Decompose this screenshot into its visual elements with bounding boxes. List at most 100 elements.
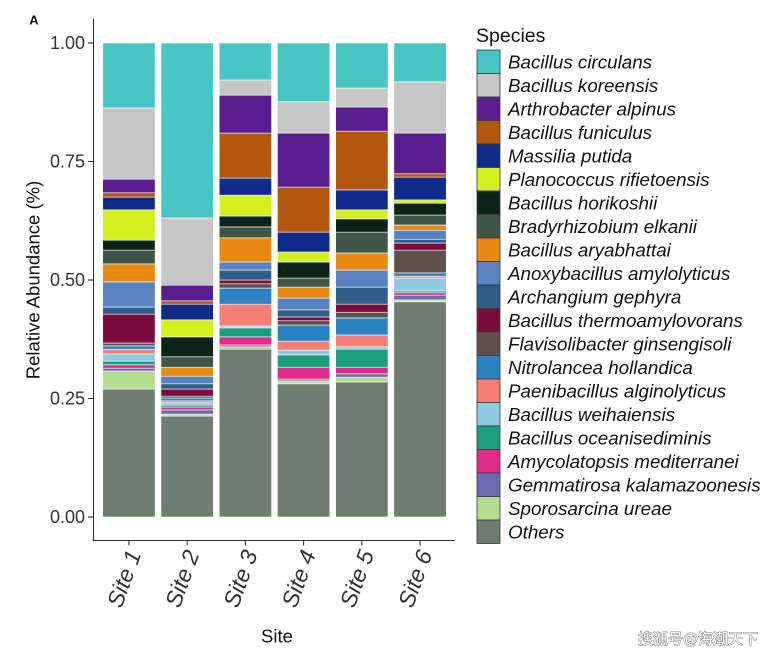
- y-tick-label: 0.25: [50, 389, 85, 409]
- segment-site-6-bacillus-thermoamylovorans: [393, 242, 447, 251]
- legend-label: Amycolatopsis mediterranei: [507, 451, 740, 472]
- segment-site-6-nitrolancea-hollandica: [393, 272, 447, 277]
- segment-site-4-amycolatopsis-mediterranei: [277, 366, 331, 380]
- bar-site-3: [218, 42, 272, 518]
- legend-item-bacillus-circulans: Bacillus circulans: [476, 49, 652, 74]
- legend-item-bacillus-weihaiensis: Bacillus weihaiensis: [476, 402, 675, 427]
- legend-label: Bacillus thermoamylovorans: [508, 310, 743, 331]
- legend-key: [476, 49, 501, 74]
- segment-site-2-amycolatopsis-mediterranei: [160, 406, 214, 411]
- segment-site-5-gemmatirosa-kalamazoonesis: [335, 373, 389, 378]
- y-tick-label: 1.00: [50, 33, 85, 53]
- bar-site-6: [393, 42, 447, 518]
- legend-item-bacillus-koreensis: Bacillus koreensis: [476, 73, 658, 98]
- segment-site-4-planococcus-rifietoensis: [277, 251, 331, 263]
- segment-site-3-sporosarcina-ureae: [218, 346, 272, 350]
- legend-label: Arthrobacter alpinus: [507, 98, 676, 119]
- legend-key: [476, 472, 501, 497]
- legend-item-flavisolibacter-ginsengisoli: Flavisolibacter ginsengisoli: [476, 331, 732, 356]
- segment-site-1-massilia-putida: [102, 196, 156, 211]
- segment-site-3-planococcus-rifietoensis: [218, 194, 272, 217]
- segment-site-3-bacillus-aryabhattai: [218, 237, 272, 263]
- segment-site-3-nitrolancea-hollandica: [218, 287, 272, 305]
- segment-site-3-archangium-gephyra: [218, 269, 272, 281]
- segment-site-6-bacillus-funiculus: [393, 173, 447, 178]
- segment-site-5-amycolatopsis-mediterranei: [335, 366, 389, 375]
- x-tick-label-site-1: Site 1: [102, 547, 147, 611]
- segment-site-1-gemmatirosa-kalamazoonesis: [102, 367, 156, 372]
- legend-title: Species: [476, 25, 546, 47]
- segment-site-2-bacillus-horikoshii: [160, 336, 214, 358]
- legend-label: Bacillus aryabhattai: [508, 239, 672, 260]
- legend-label: Gemmatirosa kalamazoonesis: [508, 474, 761, 495]
- segment-site-5-arthrobacter-alpinus: [335, 106, 389, 132]
- segment-site-2-bacillus-funiculus: [160, 300, 214, 305]
- segment-site-1-bacillus-circulans: [102, 42, 156, 109]
- segment-site-3-anoxybacillus-amylolyticus: [218, 261, 272, 271]
- segment-site-6-bacillus-aryabhattai: [393, 224, 447, 231]
- segment-site-5-bacillus-horikoshii: [335, 218, 389, 233]
- legend-key: [476, 308, 501, 333]
- segment-site-2-planococcus-rifietoensis: [160, 319, 214, 338]
- legend-key: [476, 120, 501, 145]
- legend-key: [476, 355, 501, 380]
- legend-key: [476, 261, 501, 286]
- legend-label: Sporosarcina ureae: [508, 498, 672, 519]
- legend-item-massilia-putida: Massilia putida: [476, 143, 632, 168]
- legend-key: [476, 496, 501, 521]
- segment-site-3-bacillus-koreensis: [218, 79, 272, 96]
- segment-site-4-bacillus-oceanisediminis: [277, 354, 331, 368]
- legend-key: [476, 402, 501, 427]
- segment-site-4-nitrolancea-hollandica: [277, 324, 331, 342]
- segment-site-4-bacillus-circulans: [277, 42, 331, 103]
- legend-label: Archangium gephyra: [507, 286, 681, 307]
- segment-site-3-bacillus-thermoamylovorans: [218, 279, 272, 285]
- segment-site-5-others: [335, 381, 389, 518]
- legend-item-bacillus-horikoshii: Bacillus horikoshii: [476, 190, 658, 215]
- segment-site-6-amycolatopsis-mediterranei: [393, 292, 447, 296]
- legend-label: Bacillus oceanisediminis: [508, 427, 712, 448]
- y-tick-label: 0.50: [50, 270, 85, 290]
- legend-item-arthrobacter-alpinus: Arthrobacter alpinus: [476, 96, 676, 121]
- legend-item-archangium-gephyra: Archangium gephyra: [476, 284, 681, 309]
- legend-label: Massilia putida: [508, 145, 632, 166]
- y-tick-label: 0.75: [50, 152, 85, 172]
- segment-site-1-bacillus-weihaiensis: [102, 353, 156, 362]
- segment-site-1-arthrobacter-alpinus: [102, 178, 156, 194]
- segment-site-4-massilia-putida: [277, 231, 331, 253]
- legend-key: [476, 425, 501, 450]
- segment-site-3-amycolatopsis-mediterranei: [218, 336, 272, 346]
- legend-label: Paenibacillus alginolyticus: [508, 380, 726, 401]
- bar-site-4: [277, 42, 331, 518]
- legend-label: Others: [508, 521, 564, 542]
- segment-site-2-nitrolancea-hollandica: [160, 397, 214, 402]
- legend-item-paenibacillus-alginolyticus: Paenibacillus alginolyticus: [476, 378, 726, 403]
- legend-label: Bacillus circulans: [508, 51, 652, 72]
- segment-site-2-bacillus-thermoamylovorans: [160, 388, 214, 397]
- segment-site-1-bacillus-thermoamylovorans: [102, 313, 156, 344]
- legend-key: [476, 237, 501, 262]
- segment-site-1-sporosarcina-ureae: [102, 370, 156, 390]
- legend-label: Bradyrhizobium elkanii: [508, 216, 698, 237]
- legend-item-nitrolancea-hollandica: Nitrolancea hollandica: [476, 355, 693, 380]
- segment-site-2-bacillus-weihaiensis: [160, 402, 214, 406]
- legend-key: [476, 214, 501, 239]
- segment-site-2-bradyrhizobium-elkanii: [160, 356, 214, 368]
- legend-item-others: Others: [476, 519, 564, 544]
- segment-site-3-bradyrhizobium-elkanii: [218, 226, 272, 239]
- legend: Species Bacillus circulans Bacillus koree…: [476, 25, 761, 544]
- legend-item-sporosarcina-ureae: Sporosarcina ureae: [476, 496, 672, 521]
- segment-site-1-paenibacillus-alginolyticus: [102, 348, 156, 355]
- segment-site-2-gemmatirosa-kalamazoonesis: [160, 409, 214, 415]
- segment-site-4-bacillus-aryabhattai: [277, 286, 331, 299]
- legend-item-bacillus-thermoamylovorans: Bacillus thermoamylovorans: [476, 308, 743, 333]
- segment-site-4-others: [277, 383, 331, 518]
- segment-site-1-amycolatopsis-mediterranei: [102, 364, 156, 369]
- segment-site-6-flavisolibacter-ginsengisoli: [393, 249, 447, 274]
- legend-label: Bacillus funiculus: [508, 122, 652, 143]
- segment-site-5-massilia-putida: [335, 189, 389, 211]
- segment-site-2-massilia-putida: [160, 303, 214, 321]
- segment-site-6-archangium-gephyra: [393, 238, 447, 244]
